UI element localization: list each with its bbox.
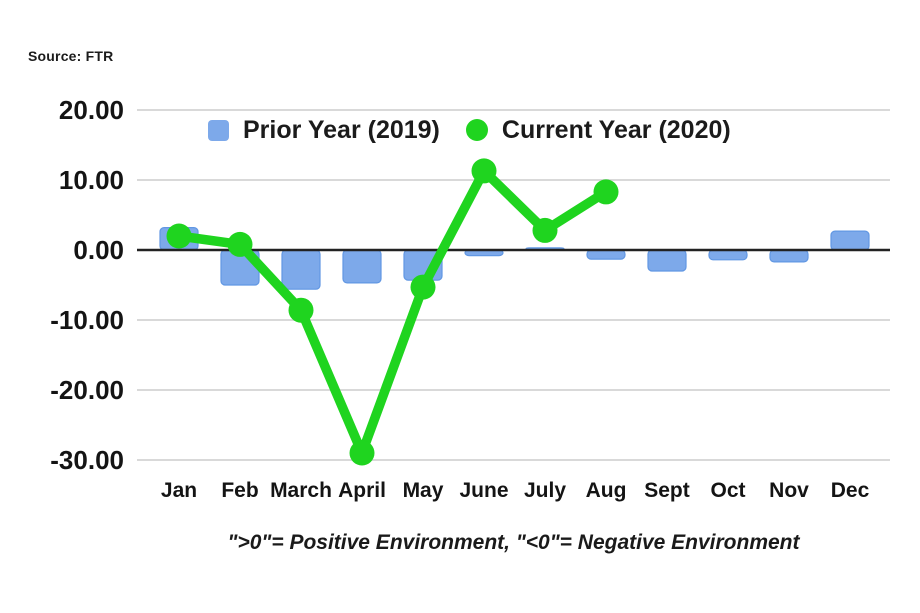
x-axis-label-Sept: Sept xyxy=(644,479,690,502)
bar-Dec xyxy=(830,230,870,251)
bar-Oct xyxy=(708,249,748,261)
x-axis-label-Aug: Aug xyxy=(586,479,627,502)
line-point-April xyxy=(349,440,375,466)
y-axis-tick-label: 0.00 xyxy=(73,235,124,265)
bar-Sept xyxy=(647,249,687,272)
y-axis-tick-label: -30.00 xyxy=(50,445,124,475)
line-point-Jan xyxy=(166,223,192,249)
bar-Nov xyxy=(769,249,809,263)
bar-swatch-icon xyxy=(208,119,229,141)
y-axis-tick-label: 20.00 xyxy=(59,95,124,125)
line-point-June xyxy=(471,158,497,184)
line-point-Feb xyxy=(227,231,253,257)
x-axis-label-March: March xyxy=(270,479,332,502)
x-axis-label-Feb: Feb xyxy=(221,479,258,502)
bar-Aug xyxy=(586,249,626,260)
source-label: Source: FTR xyxy=(28,48,114,64)
line-point-March xyxy=(288,297,314,323)
x-axis-label-Nov: Nov xyxy=(769,479,809,502)
legend-label-prior-year: Prior Year (2019) xyxy=(243,115,440,144)
chart-caption: ">0"= Positive Environment, "<0"= Negati… xyxy=(227,531,800,554)
x-axis-label-Oct: Oct xyxy=(710,479,745,502)
x-axis-label-April: April xyxy=(338,479,386,502)
legend-label-current-year: Current Year (2020) xyxy=(501,115,731,144)
bar-March xyxy=(281,249,321,290)
current-year-line xyxy=(174,166,611,458)
bar-April xyxy=(342,249,382,284)
y-axis-tick-label: 10.00 xyxy=(59,165,124,195)
line-point-May xyxy=(410,274,436,300)
x-axis-label-June: June xyxy=(459,479,508,502)
x-axis-label-Jan: Jan xyxy=(161,479,197,502)
legend-item-current-year: Current Year (2020) xyxy=(465,115,731,145)
legend-item-prior-year: Prior Year (2019) xyxy=(208,116,440,145)
y-axis-tick-label: -10.00 xyxy=(50,305,124,335)
point-swatch-icon xyxy=(465,119,488,141)
x-axis-label-Dec: Dec xyxy=(831,479,870,502)
line-point-Aug xyxy=(593,179,619,205)
x-axis-label-July: July xyxy=(524,479,566,502)
legend: Prior Year (2019) Current Year (2020) xyxy=(208,115,731,145)
line-point-July xyxy=(532,217,558,243)
y-axis-tick-label: -20.00 xyxy=(50,375,124,405)
x-axis-label-May: May xyxy=(403,479,444,502)
